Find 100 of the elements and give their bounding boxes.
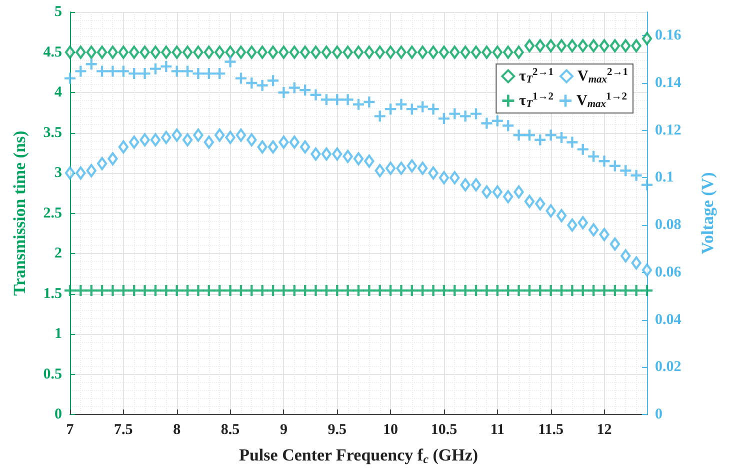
- point: [64, 46, 76, 59]
- point: [278, 46, 289, 59]
- point: [353, 98, 364, 110]
- point: [161, 130, 172, 144]
- x-tick-label: 9: [280, 422, 288, 438]
- point: [86, 58, 97, 70]
- point: [321, 46, 332, 59]
- point: [449, 108, 460, 120]
- point: [534, 134, 546, 146]
- point: [599, 228, 610, 242]
- point: [481, 118, 492, 129]
- point: [418, 46, 428, 59]
- point: [310, 147, 321, 161]
- point: [75, 66, 86, 77]
- x-tick-label: 10.5: [430, 422, 458, 438]
- point: [566, 285, 578, 296]
- point: [631, 39, 642, 52]
- point: [449, 285, 460, 296]
- point: [588, 223, 599, 236]
- point: [310, 89, 322, 100]
- x-tick-label: 7: [66, 422, 74, 438]
- point: [577, 144, 588, 155]
- point: [470, 108, 482, 120]
- point: [86, 164, 96, 178]
- x-tick-label: 9.5: [328, 422, 347, 438]
- point: [118, 140, 129, 154]
- point: [332, 94, 343, 106]
- y-tick-label: 2: [54, 246, 62, 262]
- point: [76, 46, 86, 59]
- point: [214, 68, 226, 80]
- point: [118, 285, 129, 296]
- point: [374, 110, 386, 122]
- point: [374, 46, 385, 59]
- point: [192, 68, 204, 80]
- point: [513, 130, 524, 141]
- point: [225, 130, 236, 144]
- point: [502, 285, 514, 296]
- point: [150, 285, 161, 296]
- point: [268, 46, 278, 59]
- point: [374, 164, 385, 178]
- point: [118, 46, 129, 59]
- point: [438, 285, 450, 296]
- point: [609, 160, 620, 172]
- point: [588, 150, 600, 162]
- point: [535, 197, 546, 210]
- point: [150, 46, 161, 59]
- point: [514, 185, 524, 199]
- point: [577, 285, 588, 296]
- point: [320, 285, 332, 296]
- point: [502, 120, 514, 132]
- point: [535, 39, 546, 52]
- point: [108, 152, 118, 166]
- point: [160, 285, 172, 296]
- point: [428, 104, 439, 115]
- point: [332, 147, 342, 161]
- point: [203, 285, 214, 296]
- y2-tick-label: 0.08: [655, 217, 682, 234]
- point: [567, 39, 578, 52]
- point: [470, 285, 482, 296]
- y2-tick-label: 0: [655, 406, 662, 422]
- point: [396, 46, 406, 59]
- point: [566, 136, 578, 148]
- point: [588, 39, 599, 52]
- point: [268, 285, 279, 296]
- y-tick-label: 3.5: [43, 124, 62, 141]
- point: [236, 128, 246, 142]
- y-axis-title: Transmission time (ns): [10, 130, 29, 296]
- point: [172, 128, 182, 142]
- point: [428, 285, 439, 296]
- point: [578, 216, 588, 230]
- point: [524, 130, 535, 141]
- point: [342, 46, 353, 59]
- point: [310, 285, 322, 296]
- y-tick-label: 4.5: [43, 44, 62, 60]
- y2-tick-label: 0.1: [655, 170, 674, 186]
- y-tick-label: 3: [54, 165, 62, 181]
- point: [396, 98, 407, 110]
- y2-tick-label: 0.06: [655, 264, 682, 280]
- y-tick-label: 0: [54, 406, 62, 422]
- point: [470, 46, 482, 59]
- point: [246, 133, 257, 146]
- point: [289, 136, 300, 149]
- point: [642, 263, 652, 277]
- point: [268, 75, 279, 86]
- y2-tick-label: 0.16: [655, 28, 682, 44]
- point: [567, 218, 578, 232]
- point: [160, 60, 172, 72]
- point: [64, 285, 76, 296]
- y2-tick-label: 0.02: [655, 359, 682, 376]
- point: [289, 46, 300, 59]
- point: [460, 46, 470, 59]
- point: [300, 285, 311, 296]
- point: [353, 152, 364, 166]
- point: [86, 46, 96, 59]
- point: [406, 46, 418, 59]
- point: [353, 285, 364, 296]
- point: [578, 39, 588, 52]
- point: [108, 46, 118, 59]
- point: [76, 166, 86, 180]
- point: [620, 39, 631, 52]
